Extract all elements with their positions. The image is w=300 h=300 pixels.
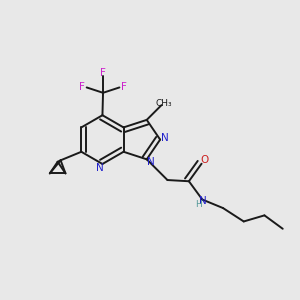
Text: H: H xyxy=(195,200,202,209)
Text: N: N xyxy=(199,196,207,206)
Text: F: F xyxy=(100,68,106,78)
Text: O: O xyxy=(200,155,209,165)
Text: F: F xyxy=(121,82,127,92)
Text: CH₃: CH₃ xyxy=(155,99,172,108)
Text: N: N xyxy=(96,163,104,173)
Text: F: F xyxy=(79,82,85,92)
Text: N: N xyxy=(147,157,154,167)
Text: N: N xyxy=(161,133,169,143)
